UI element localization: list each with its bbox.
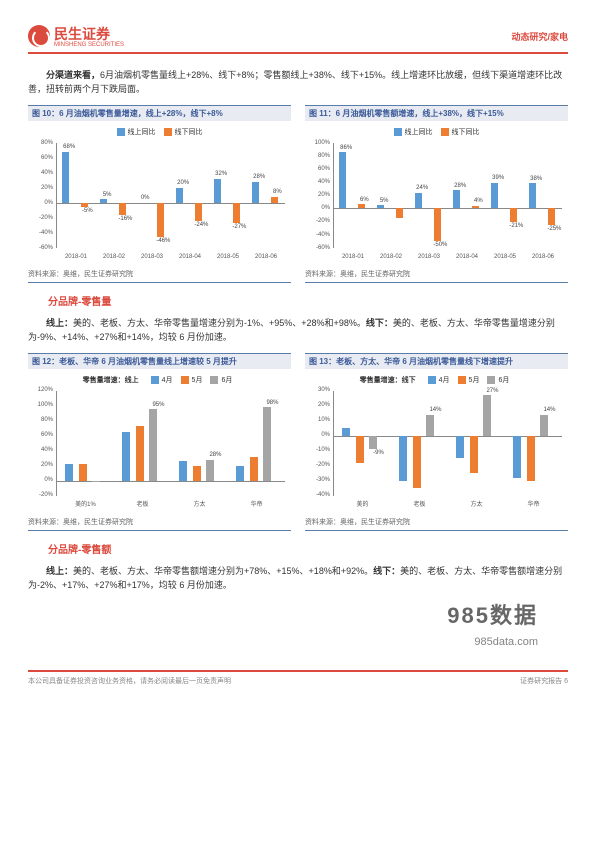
chart-11-title: 图 11：6 月油烟机零售额增速，线上+38%，线下+15% bbox=[305, 105, 568, 121]
subheading-sales: 分品牌-零售额 bbox=[48, 541, 568, 556]
chart-13-source: 资料来源：奥维，民生证券研究院 bbox=[305, 517, 568, 531]
page-header: 民生证券 MINSHENG SECURITIES 动态研究/家电 bbox=[28, 24, 568, 54]
header-category: 动态研究/家电 bbox=[511, 30, 568, 43]
paragraph-channel: 分渠道来看，6月油烟机零售量线上+28%、线下+8%；零售额线上+38%、线下+… bbox=[28, 68, 568, 97]
watermark: 985数据 bbox=[447, 598, 538, 630]
logo-icon bbox=[28, 25, 50, 47]
chart-13-title: 图 13：老板、方太、华帝 6 月油烟机零售量线下增速提升 bbox=[305, 353, 568, 369]
footer-left: 本公司具备证券投资咨询业务资格，请务必阅读最后一页免责声明 bbox=[28, 676, 231, 686]
footer-right: 证券研究报告 6 bbox=[520, 676, 568, 686]
watermark-url: 985data.com bbox=[474, 636, 538, 648]
logo-cn: 民生证券 bbox=[54, 24, 124, 44]
chart-12: 图 12：老板、华帝 6 月油烟机零售量线上增速较 5 月提升 零售量增速：线上… bbox=[28, 353, 291, 531]
logo: 民生证券 MINSHENG SECURITIES bbox=[28, 24, 124, 48]
chart-10: 图 10：6 月油烟机零售量增速，线上+28%，线下+8% 线上同比线下同比-6… bbox=[28, 105, 291, 283]
logo-en: MINSHENG SECURITIES bbox=[54, 42, 124, 48]
chart-13: 图 13：老板、方太、华帝 6 月油烟机零售量线下增速提升 零售量增速：线下4月… bbox=[305, 353, 568, 531]
paragraph-brand-volume: 线上：美的、老板、方太、华帝零售量增速分别为-1%、+95%、+28%和+98%… bbox=[28, 316, 568, 345]
chart-12-title: 图 12：老板、华帝 6 月油烟机零售量线上增速较 5 月提升 bbox=[28, 353, 291, 369]
paragraph-brand-sales: 线上：美的、老板、方太、华帝零售额增速分别为+78%、+15%、+18%和+92… bbox=[28, 564, 568, 593]
chart-10-source: 资料来源：奥维，民生证券研究院 bbox=[28, 269, 291, 283]
chart-12-source: 资料来源：奥维，民生证券研究院 bbox=[28, 517, 291, 531]
subheading-volume: 分品牌-零售量 bbox=[48, 293, 568, 308]
chart-11-source: 资料来源：奥维，民生证券研究院 bbox=[305, 269, 568, 283]
chart-10-title: 图 10：6 月油烟机零售量增速，线上+28%，线下+8% bbox=[28, 105, 291, 121]
chart-11: 图 11：6 月油烟机零售额增速，线上+38%，线下+15% 线上同比线下同比-… bbox=[305, 105, 568, 283]
page-footer: 本公司具备证券投资咨询业务资格，请务必阅读最后一页免责声明 证券研究报告 6 bbox=[28, 670, 568, 686]
